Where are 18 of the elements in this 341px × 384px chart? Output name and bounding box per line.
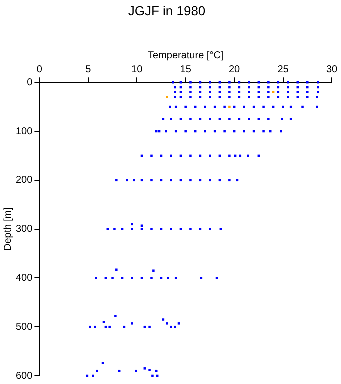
x-tick-label: 10 [132, 64, 144, 76]
y-tick-label: 300 [16, 224, 34, 236]
x-tick-label: 25 [278, 64, 290, 76]
chart-title: JGJF in 1980 [128, 3, 206, 18]
x-axis-title: Temperature [°C] [148, 50, 224, 62]
y-tick-label: 100 [16, 126, 34, 138]
x-tick-label: 15 [180, 64, 192, 76]
x-tick-label: 5 [86, 64, 92, 76]
y-axis-title: Depth [m] [2, 207, 14, 251]
x-tick-label: 20 [229, 64, 241, 76]
x-tick-label: 30 [326, 64, 338, 76]
point [272, 91, 275, 94]
y-tick-label: 400 [16, 272, 34, 284]
y-tick-label: 0 [27, 77, 34, 88]
y-tick-label: 600 [16, 370, 34, 382]
y-tick-label: 500 [16, 322, 34, 333]
y-tick-label: 200 [16, 175, 34, 186]
x-tick-label: 0 [36, 64, 43, 76]
